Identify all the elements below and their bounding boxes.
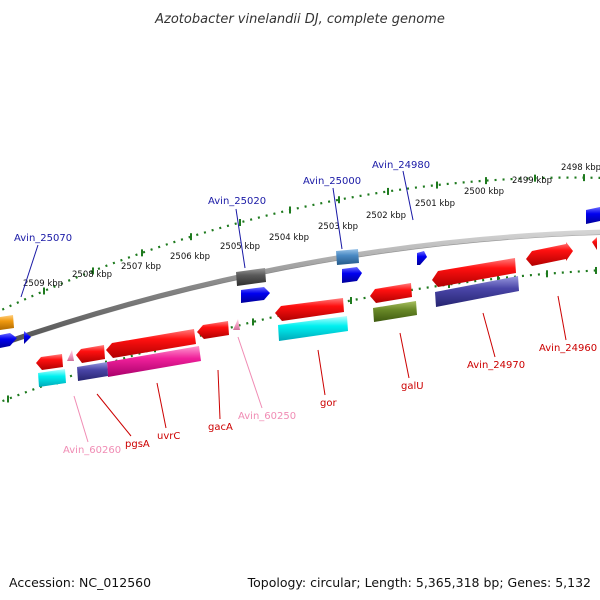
leader-uvrC	[156, 382, 167, 429]
tick-label-2502: 2502 kbp	[366, 211, 406, 221]
feature-avin-60260-red	[36, 354, 63, 370]
tick-label-2505: 2505 kbp	[220, 242, 260, 252]
tick-label-2503: 2503 kbp	[318, 222, 358, 232]
footer-accession: Accession: NC_012560	[9, 575, 151, 590]
gene-labels: Avin_25070 Avin_25020 Avin_25000 Avin_24…	[14, 160, 597, 456]
tick-label-2507: 2507 kbp	[121, 262, 161, 272]
feature-avin-25000	[342, 267, 362, 283]
feature-gor	[278, 316, 348, 341]
feature-uvrC	[107, 346, 201, 377]
feature-red-edge	[592, 237, 597, 250]
tick-label-2500: 2500 kbp	[464, 187, 504, 197]
feature-galU-red	[370, 283, 412, 303]
lower-features	[36, 237, 597, 387]
gene-label-galU: galU	[401, 381, 424, 392]
gene-label-avin-60250: Avin_60250	[238, 411, 296, 422]
gene-label-pgsA: pgsA	[125, 439, 150, 450]
feature-avin-24970	[435, 276, 519, 307]
leader-avin-25000	[332, 187, 343, 250]
tick-label-2498: 2498 kbp	[561, 163, 600, 173]
feature-avin-60260	[38, 369, 66, 387]
leader-gor	[317, 349, 326, 396]
feature-avin-24970-red	[432, 258, 516, 287]
gene-label-avin-24970: Avin_24970	[467, 360, 525, 371]
leader-avin-24970	[482, 312, 496, 358]
feature-galU	[373, 301, 417, 322]
feature-avin-60250	[233, 319, 240, 330]
feature-orange	[0, 315, 14, 330]
feature-blue	[586, 207, 600, 224]
genome-backbone-shadow	[0, 234, 600, 348]
footer-topology: Topology: circular; Length: 5,365,318 bp…	[247, 575, 591, 590]
feature-small-blue	[24, 331, 31, 344]
ruler-ticks	[43, 174, 585, 295]
gene-label-avin-60260: Avin_60260	[63, 445, 121, 456]
map-title: Azotobacter vinelandii DJ, complete geno…	[154, 12, 445, 27]
leader-avin-60250	[237, 336, 263, 409]
tick-label-2499: 2499 kbp	[512, 176, 552, 186]
leader-avin-60260	[73, 395, 89, 443]
leader-lines	[20, 170, 567, 443]
gene-label-avin-25070: Avin_25070	[14, 233, 72, 244]
leader-avin-24980	[402, 170, 414, 221]
tick-label-2508: 2508 kbp	[72, 270, 112, 280]
leader-pgsA	[96, 393, 132, 437]
feature-avin-24960	[526, 242, 573, 266]
gene-label-gor: gor	[320, 398, 337, 409]
leader-gacA	[217, 369, 221, 420]
upper-features	[0, 207, 600, 348]
feature-avin-24980	[417, 251, 427, 265]
feature-avin-25070	[0, 333, 17, 348]
leader-avin-25020	[235, 208, 246, 269]
gene-label-avin-24960: Avin_24960	[539, 343, 597, 354]
gene-label-gacA: gacA	[208, 422, 233, 433]
tick-label-2506: 2506 kbp	[170, 252, 210, 262]
tick-label-2509: 2509 kbp	[23, 279, 63, 289]
feature-avin-25020	[241, 287, 270, 303]
leader-galU	[399, 332, 410, 379]
ruler-arc	[0, 176, 600, 312]
feature-pink-small	[67, 350, 74, 361]
feature-uvrC-red	[106, 329, 196, 358]
feature-gacA	[197, 321, 229, 339]
gene-label-avin-25020: Avin_25020	[208, 196, 266, 207]
feature-pgsA-red	[76, 345, 105, 363]
tick-label-2504: 2504 kbp	[269, 233, 309, 243]
gene-label-avin-25000: Avin_25000	[303, 176, 361, 187]
feature-avin-25020-upper	[236, 268, 266, 286]
leader-avin-25070	[20, 244, 39, 298]
leader-avin-24960	[557, 295, 567, 341]
genome-backbone	[0, 229, 600, 347]
gene-label-uvrC: uvrC	[157, 431, 180, 442]
feature-gor-red	[275, 298, 344, 321]
feature-avin-25000-upper	[336, 249, 359, 265]
ruler-labels: 2498 kbp 2499 kbp 2500 kbp 2501 kbp 2502…	[23, 163, 600, 289]
tick-label-2501: 2501 kbp	[415, 199, 455, 209]
feature-pgsA	[77, 362, 108, 381]
gene-label-avin-24980: Avin_24980	[372, 160, 430, 171]
